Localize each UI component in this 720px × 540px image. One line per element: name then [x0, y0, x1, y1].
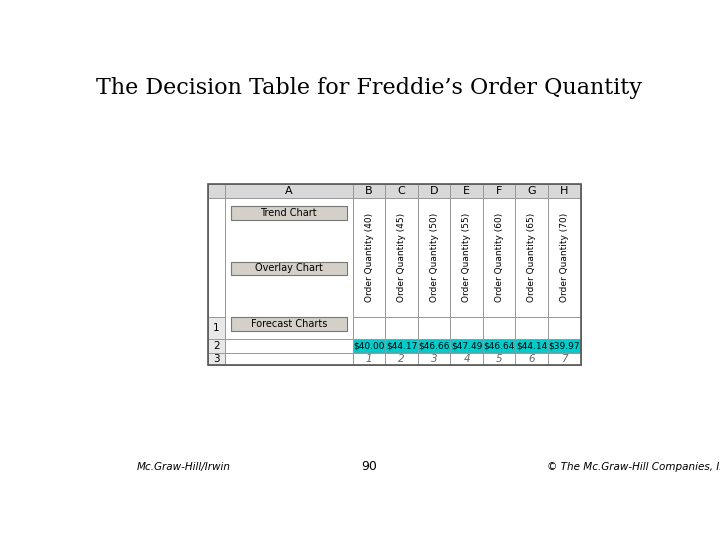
Text: 5: 5 [496, 354, 503, 364]
Bar [548, 353, 580, 365]
Text: 3: 3 [431, 354, 438, 364]
Text: G: G [528, 186, 536, 196]
Bar [208, 198, 225, 318]
Bar [418, 318, 451, 339]
Bar [231, 318, 346, 331]
Text: 1: 1 [213, 323, 220, 333]
Text: Order Quantity (50): Order Quantity (50) [430, 213, 438, 302]
Text: $47.49: $47.49 [451, 341, 482, 350]
Bar [548, 184, 580, 198]
Bar [231, 261, 346, 275]
Text: 2: 2 [398, 354, 405, 364]
Bar [483, 184, 516, 198]
Text: C: C [397, 186, 405, 196]
Text: $40.00: $40.00 [354, 341, 384, 350]
Bar [208, 184, 580, 365]
Bar [385, 318, 418, 339]
Text: F: F [496, 186, 503, 196]
Bar [451, 353, 483, 365]
Text: 90: 90 [361, 460, 377, 473]
Text: Trend Chart: Trend Chart [261, 208, 317, 218]
Bar [353, 184, 385, 198]
Bar [451, 318, 483, 339]
Bar [208, 339, 225, 353]
Bar [516, 184, 548, 198]
Bar [418, 184, 451, 198]
Bar [353, 353, 385, 365]
Text: $39.97: $39.97 [549, 341, 580, 350]
Bar [231, 206, 346, 220]
Bar [451, 198, 483, 318]
Bar [208, 353, 225, 365]
Text: $46.66: $46.66 [418, 341, 450, 350]
Text: 1: 1 [366, 354, 372, 364]
Bar [516, 198, 548, 318]
Text: E: E [463, 186, 470, 196]
Text: Forecast Charts: Forecast Charts [251, 319, 327, 329]
Bar [225, 184, 353, 198]
Bar [225, 198, 353, 339]
Bar [516, 339, 548, 353]
Bar [483, 198, 516, 318]
Text: Order Quantity (65): Order Quantity (65) [527, 213, 536, 302]
Bar [418, 198, 451, 318]
Bar [418, 353, 451, 365]
Bar [208, 318, 225, 339]
Text: D: D [430, 186, 438, 196]
Text: Mc.Graw-Hill/Irwin: Mc.Graw-Hill/Irwin [137, 462, 230, 472]
Text: $44.17: $44.17 [386, 341, 417, 350]
Text: The Decision Table for Freddie’s Order Quantity: The Decision Table for Freddie’s Order Q… [96, 77, 642, 99]
Text: 4: 4 [464, 354, 470, 364]
Bar [353, 198, 385, 318]
Text: 2: 2 [213, 341, 220, 351]
Bar [516, 318, 548, 339]
Text: A: A [285, 186, 292, 196]
Bar [483, 339, 516, 353]
Bar [451, 339, 483, 353]
Bar [225, 353, 353, 365]
Bar [548, 339, 580, 353]
Text: $44.14: $44.14 [516, 341, 547, 350]
Bar [451, 184, 483, 198]
Text: B: B [365, 186, 373, 196]
Text: Order Quantity (70): Order Quantity (70) [560, 213, 569, 302]
Text: Order Quantity (40): Order Quantity (40) [364, 213, 374, 302]
Bar [483, 318, 516, 339]
Text: 7: 7 [561, 354, 567, 364]
Bar [385, 184, 418, 198]
Bar [353, 339, 385, 353]
Text: © The Mc.Graw-Hill Companies, Inc., 2003: © The Mc.Graw-Hill Companies, Inc., 2003 [547, 462, 720, 472]
Text: $46.64: $46.64 [484, 341, 515, 350]
Text: Order Quantity (45): Order Quantity (45) [397, 213, 406, 302]
Bar [548, 318, 580, 339]
Bar [353, 318, 385, 339]
Text: Overlay Chart: Overlay Chart [255, 264, 323, 273]
Text: 3: 3 [213, 354, 220, 364]
Bar [385, 198, 418, 318]
Bar [208, 184, 225, 198]
Bar [516, 353, 548, 365]
Text: Order Quantity (55): Order Quantity (55) [462, 213, 471, 302]
Bar [548, 198, 580, 318]
Bar [225, 339, 353, 353]
Bar [385, 353, 418, 365]
Bar [418, 339, 451, 353]
Bar [483, 353, 516, 365]
Text: 6: 6 [528, 354, 535, 364]
Text: H: H [560, 186, 569, 196]
Text: Order Quantity (60): Order Quantity (60) [495, 213, 504, 302]
Bar [385, 339, 418, 353]
